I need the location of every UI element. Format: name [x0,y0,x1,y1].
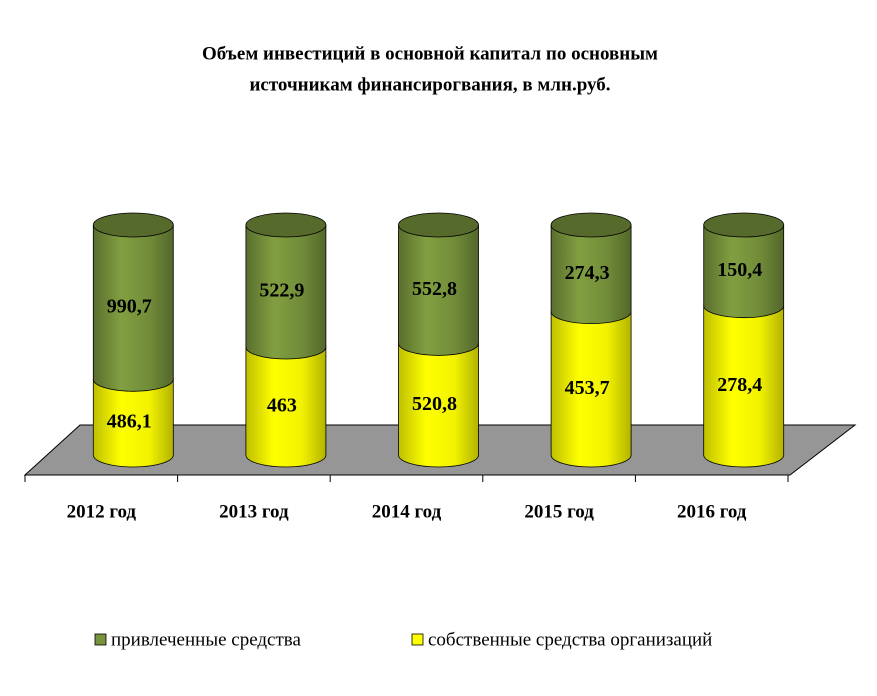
cylinder-top [550,212,632,238]
data-label: 274,3 [565,262,610,284]
cylinder-segment [550,311,632,468]
data-label: 520,8 [412,393,457,415]
legend-swatch [94,633,107,646]
data-label: 522,9 [259,280,304,302]
x-tick-label: 2012 год [67,501,137,522]
data-label: 463 [267,395,297,417]
cylinder-top [398,212,479,238]
chart-subtitle: источникам финансирогвания, в млн.руб. [249,74,610,95]
cylinder-segment [245,346,327,468]
legend-label: собственные средства организаций [428,629,712,650]
cylinder-segment [398,343,479,468]
cylinder-segment [92,224,174,392]
cylinder-segment [703,305,785,468]
x-tick-label: 2015 год [524,501,594,522]
data-label: 278,4 [717,374,762,396]
chart-title: Объем инвестиций в основной капитал по о… [202,43,658,64]
cylinder-top [703,212,785,238]
cylinder-segment [398,224,479,356]
cylinder-top [245,212,327,238]
data-label: 990,7 [107,296,152,318]
legend-swatch [411,633,424,646]
x-tick-label: 2016 год [677,501,747,522]
cylinder-segment [245,224,327,360]
cylinder-segment [92,378,174,468]
data-label: 486,1 [107,411,152,433]
data-label: 150,4 [717,259,762,281]
cylinder-top [92,212,174,238]
legend-label: привлеченные средства [111,629,302,650]
x-tick-label: 2014 год [372,501,442,522]
data-label: 552,8 [412,278,457,300]
data-label: 453,7 [565,377,610,399]
cylinder-segment [703,224,785,319]
cylinder-segment [550,224,632,325]
x-tick-label: 2013 год [219,501,289,522]
